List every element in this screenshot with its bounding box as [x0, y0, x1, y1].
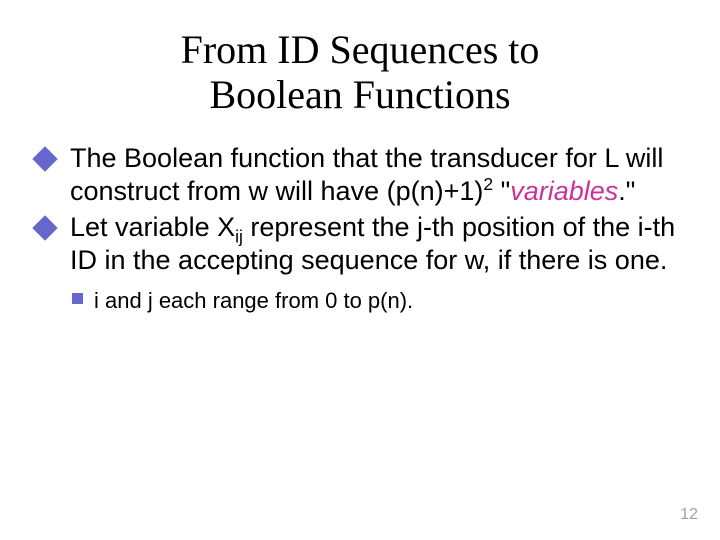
bullet-2-text-pre: Let variable X	[70, 212, 235, 242]
bullet-1-text-mid: "	[493, 176, 510, 206]
bullet-1-italic: variables	[510, 176, 618, 206]
bullet-1-sup: 2	[483, 174, 493, 194]
bullet-list: The Boolean function that the transducer…	[36, 142, 684, 278]
square-bullet-icon	[72, 293, 83, 304]
title-line-1: From ID Sequences to	[181, 27, 540, 72]
bullet-item-1: The Boolean function that the transducer…	[36, 142, 684, 208]
sub-bullet-item-1: i and j each range from 0 to p(n).	[36, 287, 684, 316]
bullet-item-2: Let variable Xij represent the j-th posi…	[36, 211, 684, 277]
title-line-2: Boolean Functions	[209, 72, 510, 117]
bullet-1-text-post: ."	[618, 176, 635, 206]
slide-container: From ID Sequences to Boolean Functions T…	[0, 0, 720, 540]
bullet-2-sub: ij	[235, 227, 243, 247]
sub-bullet-text: i and j each range from 0 to p(n).	[94, 288, 413, 313]
sub-bullet-list: i and j each range from 0 to p(n).	[36, 287, 684, 316]
diamond-bullet-icon	[32, 146, 57, 171]
page-number: 12	[680, 506, 698, 524]
slide-title: From ID Sequences to Boolean Functions	[36, 28, 684, 118]
diamond-bullet-icon	[32, 216, 57, 241]
